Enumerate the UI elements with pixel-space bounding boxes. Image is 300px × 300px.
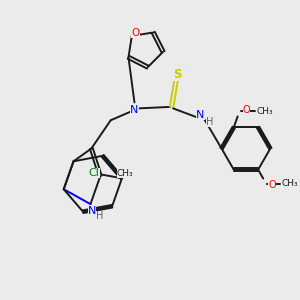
Text: N: N bbox=[88, 206, 96, 216]
Text: Cl: Cl bbox=[89, 168, 100, 178]
Text: S: S bbox=[173, 68, 182, 81]
Text: O: O bbox=[131, 28, 140, 38]
Text: CH₃: CH₃ bbox=[117, 169, 133, 178]
Text: O: O bbox=[268, 180, 276, 190]
Text: H: H bbox=[96, 211, 104, 221]
Text: O: O bbox=[243, 105, 250, 115]
Text: H: H bbox=[206, 117, 214, 127]
Text: CH₃: CH₃ bbox=[256, 106, 273, 116]
Text: N: N bbox=[196, 110, 205, 120]
Text: CH₃: CH₃ bbox=[282, 179, 298, 188]
Text: N: N bbox=[130, 105, 139, 115]
